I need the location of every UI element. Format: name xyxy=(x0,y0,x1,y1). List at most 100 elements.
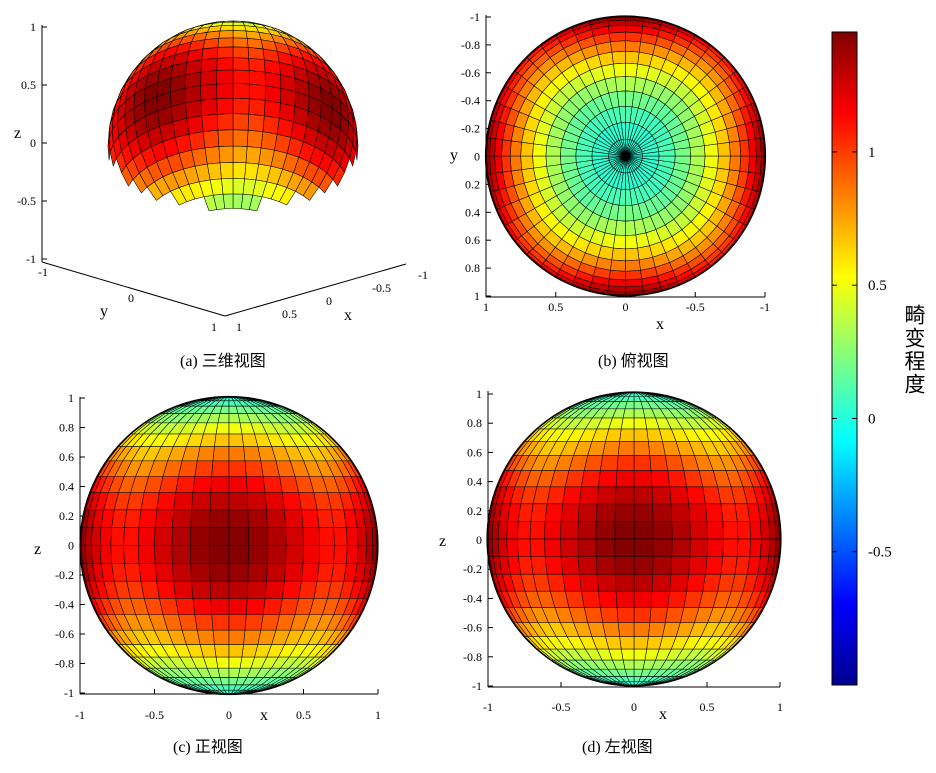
colorbar-label: 畸变程度 xyxy=(902,304,926,396)
sphere-patch xyxy=(138,545,156,564)
panel-d-x-tick-label: -0.5 xyxy=(552,700,571,714)
sphere-patch xyxy=(216,83,234,99)
sphere-patch xyxy=(544,503,563,522)
sphere-patch xyxy=(221,178,234,195)
panel-c-x-label: x xyxy=(260,707,268,724)
sphere-patch xyxy=(760,538,771,557)
sphere-patch xyxy=(285,545,304,564)
sphere-patch xyxy=(616,455,635,471)
sphere-patch xyxy=(190,545,210,564)
sphere-patch xyxy=(178,614,198,631)
sphere-patch xyxy=(720,556,738,575)
sphere-patch xyxy=(610,40,626,53)
sphere-patch xyxy=(704,143,719,157)
sphere-patch xyxy=(609,31,626,43)
panel-c-z-tick-label: -1 xyxy=(64,686,74,700)
sphere-patch xyxy=(245,146,262,165)
panel-a-z-tick-label: -1 xyxy=(26,252,36,266)
sphere-patch xyxy=(210,598,230,616)
colorbar-tick-label: 0.5 xyxy=(868,278,887,294)
sphere-patch xyxy=(248,545,268,564)
sphere-patch xyxy=(228,413,241,424)
panel-a-x-tick-label: -0.5 xyxy=(372,281,391,295)
sphere-patch xyxy=(614,521,635,540)
sphere-patch xyxy=(171,527,191,546)
sphere-patch xyxy=(625,247,640,262)
sphere-patch xyxy=(228,656,243,669)
sphere-patch xyxy=(124,563,142,582)
sphere-patch xyxy=(615,486,635,505)
sphere-patch xyxy=(333,545,348,564)
sphere-patch xyxy=(172,563,192,582)
sphere-patch xyxy=(212,446,230,462)
sphere-patch xyxy=(609,269,626,281)
sphere-patch xyxy=(228,433,244,447)
sphere-patch xyxy=(506,521,519,540)
sphere-patch xyxy=(705,556,724,575)
sphere-patch xyxy=(652,521,673,540)
panel-d-z-tick-label: -0.2 xyxy=(463,562,482,576)
sphere-patch xyxy=(615,470,635,488)
panel-d-x-label: x xyxy=(659,706,667,723)
sphere-patch xyxy=(228,475,248,493)
sphere-patch xyxy=(228,580,249,599)
panel-b-x-tick-label: 0 xyxy=(623,300,629,314)
sphere-patch xyxy=(279,475,299,493)
panel-c-z-tick-label: -0.4 xyxy=(55,598,74,612)
panel-c-z-tick-label: 0.2 xyxy=(59,509,74,523)
sphere-patch xyxy=(200,98,218,116)
panel-c-x-tick-label: 0.5 xyxy=(296,708,311,722)
sphere-patch xyxy=(138,509,157,528)
sphere-patch xyxy=(301,563,320,582)
sphere-patch xyxy=(506,538,519,557)
sphere-patch xyxy=(266,563,286,582)
sphere-patch xyxy=(560,503,580,522)
panel-a-y-tick-label: -1 xyxy=(38,265,48,279)
panel-a-x-tick-label: 0 xyxy=(326,294,332,308)
panel-c-x-tick-label: 1 xyxy=(375,708,381,722)
panel-a-x-tick-label: 0.5 xyxy=(282,307,297,321)
sphere-patch xyxy=(228,509,249,528)
sphere-patch xyxy=(228,614,247,631)
sphere-patch xyxy=(562,573,582,592)
sphere-patch xyxy=(583,607,603,623)
sphere-patch xyxy=(246,580,267,599)
sphere-patch xyxy=(633,556,654,575)
sphere-patch xyxy=(232,57,250,71)
sphere-patch xyxy=(211,614,230,631)
sphere-patch xyxy=(617,622,635,637)
sphere-patch xyxy=(245,475,266,493)
panel-b-y-tick-label: 0.2 xyxy=(465,177,480,191)
panel-d-x-tick-label: 0 xyxy=(631,700,637,714)
sphere-patch xyxy=(544,521,562,540)
sphere-patch xyxy=(302,527,320,546)
sphere-patch xyxy=(356,527,367,546)
sphere-patch xyxy=(212,629,230,645)
panel-c-z-tick-label: -0.6 xyxy=(55,627,74,641)
sphere-patch xyxy=(760,521,771,540)
sphere-patch xyxy=(494,155,503,174)
colorbar-label-text: 畸变程度 xyxy=(902,304,926,396)
sphere-patch xyxy=(99,545,112,564)
sphere-patch xyxy=(621,417,635,430)
sphere-patch xyxy=(577,556,598,575)
sphere-patch xyxy=(532,143,547,157)
sphere-patch xyxy=(298,492,318,511)
panel-a-y-ticks: -1 0 1 xyxy=(38,265,217,334)
panel-c-z-tick-label: 0.8 xyxy=(59,421,74,435)
sphere-patch xyxy=(316,563,334,582)
sphere-patch xyxy=(625,278,643,288)
panel-c: 1 0.8 0.6 0.4 0.2 0 -0.2 -0.4 -0.6 -0.8 -1 -1 -0.5… xyxy=(34,391,381,756)
panel-c-z-ticks: 1 0.8 0.6 0.4 0.2 0 -0.2 -0.4 -0.6 -0.8 -1 xyxy=(55,391,85,700)
panel-b-x-tick-label: 0.5 xyxy=(548,300,563,314)
sphere-patch xyxy=(651,573,672,592)
sphere-patch xyxy=(577,503,598,522)
panel-d-x-tick-label: 1 xyxy=(777,700,783,714)
sphere-patch xyxy=(185,100,203,119)
sphere-patch xyxy=(200,83,218,101)
panel-a-x-tick-label: -1 xyxy=(418,268,428,282)
sphere-patch xyxy=(217,667,230,678)
panel-b-y-tick-label: 0.4 xyxy=(465,205,480,219)
sphere-patch xyxy=(510,140,522,157)
